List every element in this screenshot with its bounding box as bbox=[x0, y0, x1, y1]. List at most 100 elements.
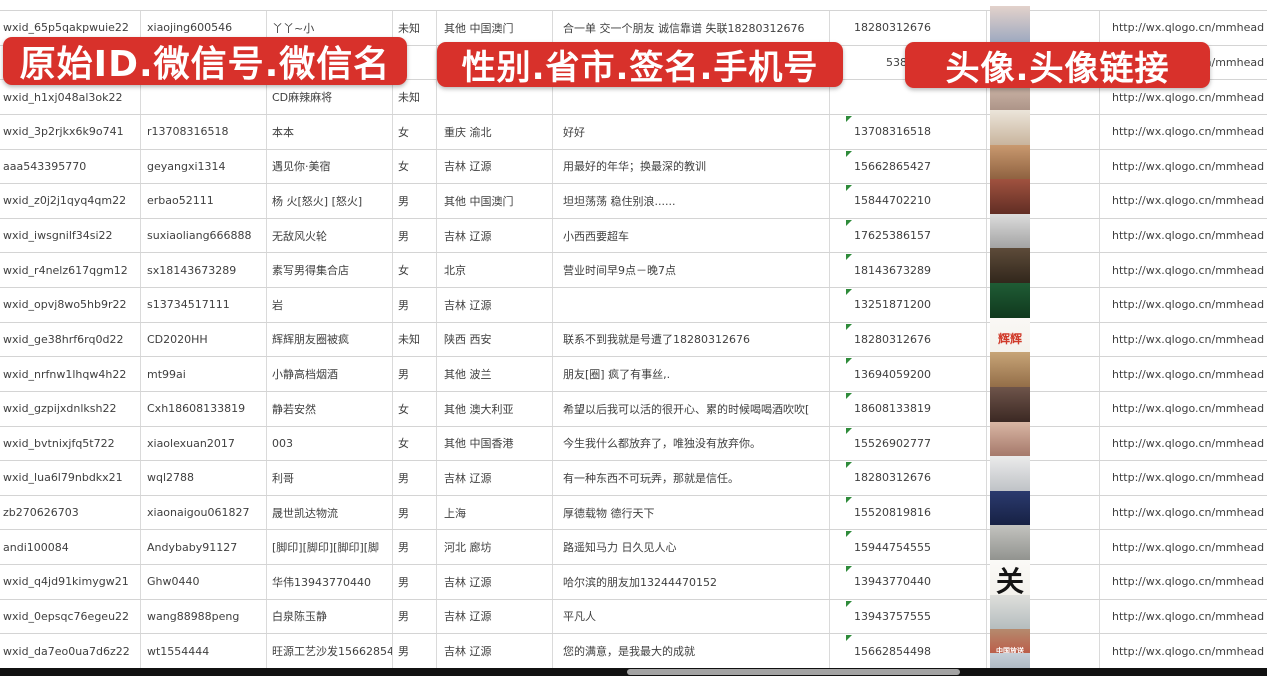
cell-wechat-id[interactable]: Andybaby91127 bbox=[141, 530, 267, 564]
cell-avatar[interactable] bbox=[987, 248, 1100, 293]
cell-wxid[interactable]: wxid_0epsqc76egeu22 bbox=[0, 599, 141, 634]
cell-signature[interactable]: 坦坦荡荡 稳住别浪...... bbox=[553, 184, 830, 218]
cell-gender[interactable]: 女 bbox=[393, 426, 437, 461]
cell-wxid[interactable]: wxid_q4jd91kimygw21 bbox=[0, 565, 141, 599]
cell-signature[interactable]: 希望以后我可以活的很开心、累的时候喝喝酒吹吹[ bbox=[553, 391, 830, 426]
cell-gender[interactable]: 未知 bbox=[393, 80, 437, 114]
cell-gender[interactable]: 男 bbox=[393, 565, 437, 599]
cell-wxid[interactable]: wxid_z0j2j1qyq4qm22 bbox=[0, 184, 141, 218]
cell-avatar-link[interactable]: http://wx.qlogo.cn/mmhead bbox=[1112, 367, 1265, 381]
cell-wechat-id[interactable]: wt1554444 bbox=[141, 634, 267, 668]
cell-signature[interactable]: 有一种东西不可玩弄，那就是信任。 bbox=[553, 461, 830, 495]
cell-phone[interactable]: 15520819816 bbox=[830, 495, 987, 530]
cell-avatar-link[interactable]: http://wx.qlogo.cn/mmhead bbox=[1112, 402, 1265, 416]
cell-gender[interactable]: 女 bbox=[393, 149, 437, 184]
cell-wechat-name[interactable]: 003 bbox=[267, 426, 393, 461]
cell-wechat-name[interactable]: CD麻辣麻将 bbox=[267, 80, 393, 114]
cell-gender[interactable]: 男 bbox=[393, 357, 437, 391]
cell-phone[interactable]: 18143673289 bbox=[830, 253, 987, 287]
cell-avatar-link[interactable]: http://wx.qlogo.cn/mmhead bbox=[1112, 471, 1265, 485]
cell-region[interactable]: 北京 bbox=[437, 253, 553, 287]
cell-region[interactable]: 河北 廊坊 bbox=[437, 530, 553, 564]
cell-wechat-name[interactable]: 晟世凯达物流 bbox=[267, 495, 393, 530]
cell-wechat-id[interactable]: wql2788 bbox=[141, 461, 267, 495]
cell-avatar-link[interactable]: http://wx.qlogo.cn/mmhead bbox=[1112, 194, 1265, 208]
cell-wechat-name[interactable]: 利哥 bbox=[267, 461, 393, 495]
cell-phone[interactable]: 15662865427 bbox=[830, 149, 987, 184]
cell-wechat-id[interactable]: xiaojing600546 bbox=[141, 11, 267, 45]
cell-avatar-link[interactable]: http://wx.qlogo.cn/mmhead bbox=[1112, 125, 1265, 139]
cell-signature[interactable]: 用最好的年华；换最深的教训 bbox=[553, 149, 830, 184]
cell-avatar[interactable] bbox=[987, 213, 1100, 258]
cell-wxid[interactable]: wxid_h1xj048al3ok22 bbox=[0, 80, 141, 114]
cell-region[interactable]: 其他 中国澳门 bbox=[437, 11, 553, 45]
cell-wechat-name[interactable]: 华伟13943770440 bbox=[267, 565, 393, 599]
cell-phone[interactable]: 15844702210 bbox=[830, 184, 987, 218]
cell-wechat-id[interactable]: geyangxi1314 bbox=[141, 149, 267, 184]
cell-region[interactable]: 其他 波兰 bbox=[437, 357, 553, 391]
cell-wechat-id[interactable]: s13734517111 bbox=[141, 288, 267, 322]
cell-region[interactable]: 上海 bbox=[437, 495, 553, 530]
cell-avatar[interactable] bbox=[987, 594, 1100, 639]
cell-avatar-link[interactable]: http://wx.qlogo.cn/mmhead bbox=[1112, 540, 1265, 554]
cell-signature[interactable]: 营业时间早9点－晚7点 bbox=[553, 253, 830, 287]
cell-region[interactable]: 其他 中国澳门 bbox=[437, 184, 553, 218]
cell-phone[interactable]: 15662854498 bbox=[830, 634, 987, 668]
cell-wxid[interactable]: wxid_bvtnixjfq5t722 bbox=[0, 426, 141, 461]
cell-wechat-id[interactable]: xiaonaigou061827 bbox=[141, 495, 267, 530]
cell-wechat-id[interactable]: erbao52111 bbox=[141, 184, 267, 218]
cell-wechat-name[interactable]: 辉辉朋友圈被疯 bbox=[267, 322, 393, 357]
cell-wxid[interactable]: wxid_nrfnw1lhqw4h22 bbox=[0, 357, 141, 391]
cell-region[interactable]: 吉林 辽源 bbox=[437, 149, 553, 184]
cell-wechat-id[interactable]: mt99ai bbox=[141, 357, 267, 391]
cell-wechat-id[interactable]: CD2020HH bbox=[141, 322, 267, 357]
cell-signature[interactable] bbox=[553, 80, 830, 114]
cell-signature[interactable]: 厚德载物 德行天下 bbox=[553, 495, 830, 530]
cell-avatar-link[interactable]: http://wx.qlogo.cn/mmhead bbox=[1112, 609, 1265, 623]
cell-avatar-link[interactable]: http://wx.qlogo.cn/mmhead bbox=[1112, 575, 1265, 589]
cell-signature[interactable]: 今生我什么都放弃了，唯独没有放弃你。 bbox=[553, 426, 830, 461]
cell-wxid[interactable]: wxid_gzpijxdnlksh22 bbox=[0, 391, 141, 426]
cell-signature[interactable]: 路遥知马力 日久见人心 bbox=[553, 530, 830, 564]
cell-avatar[interactable] bbox=[987, 144, 1100, 189]
cell-gender[interactable]: 男 bbox=[393, 599, 437, 634]
cell-region[interactable]: 吉林 辽源 bbox=[437, 461, 553, 495]
cell-wxid[interactable]: wxid_lua6l79nbdkx21 bbox=[0, 461, 141, 495]
cell-wxid[interactable]: wxid_ge38hrf6rq0d22 bbox=[0, 322, 141, 357]
cell-phone[interactable]: 18280312676 bbox=[830, 322, 987, 357]
cell-wechat-id[interactable]: Ghw0440 bbox=[141, 565, 267, 599]
cell-wechat-name[interactable]: [脚印][脚印][脚印][脚 bbox=[267, 530, 393, 564]
cell-wechat-name[interactable]: 本本 bbox=[267, 114, 393, 149]
cell-gender[interactable] bbox=[393, 45, 437, 80]
cell-phone[interactable]: 13694059200 bbox=[830, 357, 987, 391]
cell-gender[interactable]: 男 bbox=[393, 461, 437, 495]
cell-avatar[interactable] bbox=[987, 525, 1100, 570]
cell-wechat-name[interactable]: 静若安然 bbox=[267, 391, 393, 426]
cell-gender[interactable]: 男 bbox=[393, 288, 437, 322]
cell-wxid[interactable]: zb270626703 bbox=[0, 495, 141, 530]
cell-phone[interactable]: 18280312676 bbox=[830, 11, 987, 45]
cell-phone[interactable]: 13251871200 bbox=[830, 288, 987, 322]
cell-phone[interactable]: 13943757555 bbox=[830, 599, 987, 634]
cell-avatar[interactable]: 辉辉 bbox=[987, 317, 1100, 362]
cell-gender[interactable]: 女 bbox=[393, 114, 437, 149]
cell-avatar[interactable] bbox=[987, 386, 1100, 431]
cell-phone[interactable] bbox=[830, 80, 987, 114]
cell-avatar-link[interactable]: http://wx.qlogo.cn/mmhead bbox=[1112, 159, 1265, 173]
cell-region[interactable]: 其他 澳大利亚 bbox=[437, 391, 553, 426]
cell-wxid[interactable]: wxid_3p2rjkx6k9o741 bbox=[0, 114, 141, 149]
cell-wechat-name[interactable]: 白泉陈玉静 bbox=[267, 599, 393, 634]
cell-avatar[interactable]: 关 bbox=[987, 560, 1100, 604]
cell-wechat-id[interactable]: xiaolexuan2017 bbox=[141, 426, 267, 461]
cell-wechat-id[interactable]: r13708316518 bbox=[141, 114, 267, 149]
cell-avatar[interactable] bbox=[987, 421, 1100, 466]
cell-signature[interactable]: 小西西要超车 bbox=[553, 218, 830, 253]
cell-signature[interactable]: 朋友[圈] 疯了有事丝,. bbox=[553, 357, 830, 391]
cell-wechat-id[interactable]: Cxh18608133819 bbox=[141, 391, 267, 426]
cell-wechat-id[interactable]: sx18143673289 bbox=[141, 253, 267, 287]
cell-gender[interactable]: 男 bbox=[393, 184, 437, 218]
cell-phone[interactable]: 17625386157 bbox=[830, 218, 987, 253]
cell-wxid[interactable]: wxid_iwsgnilf34si22 bbox=[0, 218, 141, 253]
cell-signature[interactable]: 好好 bbox=[553, 114, 830, 149]
cell-wxid[interactable]: wxid_opvj8wo5hb9r22 bbox=[0, 288, 141, 322]
